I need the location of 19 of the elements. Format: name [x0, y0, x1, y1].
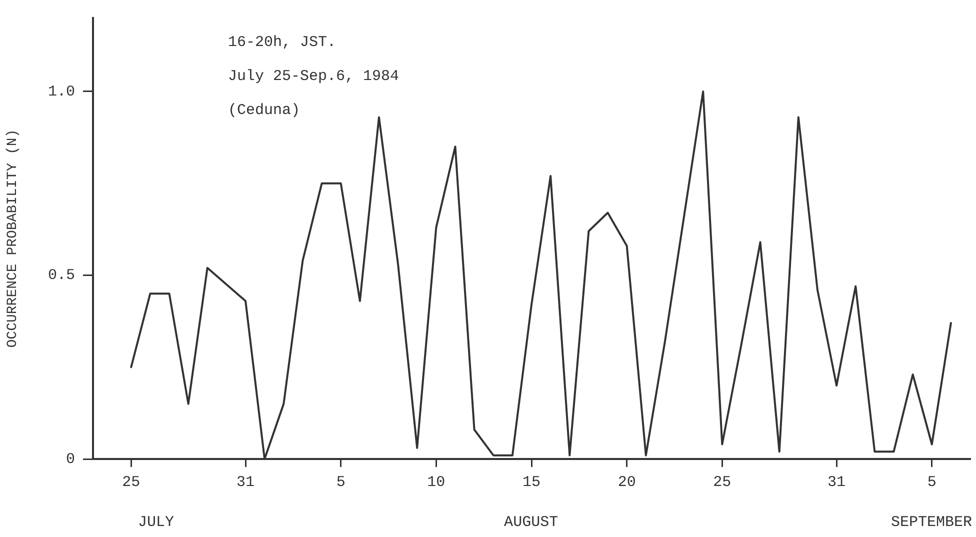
y-tick-label: 0.5: [48, 267, 75, 284]
x-tick-label: 31: [828, 474, 846, 491]
annotation: (Ceduna): [228, 102, 300, 119]
x-tick-label: 10: [427, 474, 446, 491]
y-tick-label: 1.0: [48, 83, 75, 100]
x-tick-label: 25: [713, 474, 732, 491]
x-tick-label: 5: [336, 474, 346, 491]
x-tick-label: 25: [122, 474, 140, 491]
annotation: 16-20h, JST.: [228, 34, 336, 51]
x-tick-label: 20: [618, 474, 636, 491]
x-tick-label: 15: [522, 474, 541, 491]
text: JULY: [138, 514, 174, 531]
x-tick-label: 31: [236, 474, 255, 491]
text: AUGUST: [504, 514, 558, 531]
y-axis-title: OCCURRENCE PROBABILITY (N): [5, 129, 22, 348]
x-tick-label: 5: [927, 474, 936, 491]
annotation: July 25-Sep.6, 1984: [228, 68, 400, 85]
y-tick-label: 0: [66, 450, 75, 468]
text: SEPTEMBER: [890, 514, 972, 531]
